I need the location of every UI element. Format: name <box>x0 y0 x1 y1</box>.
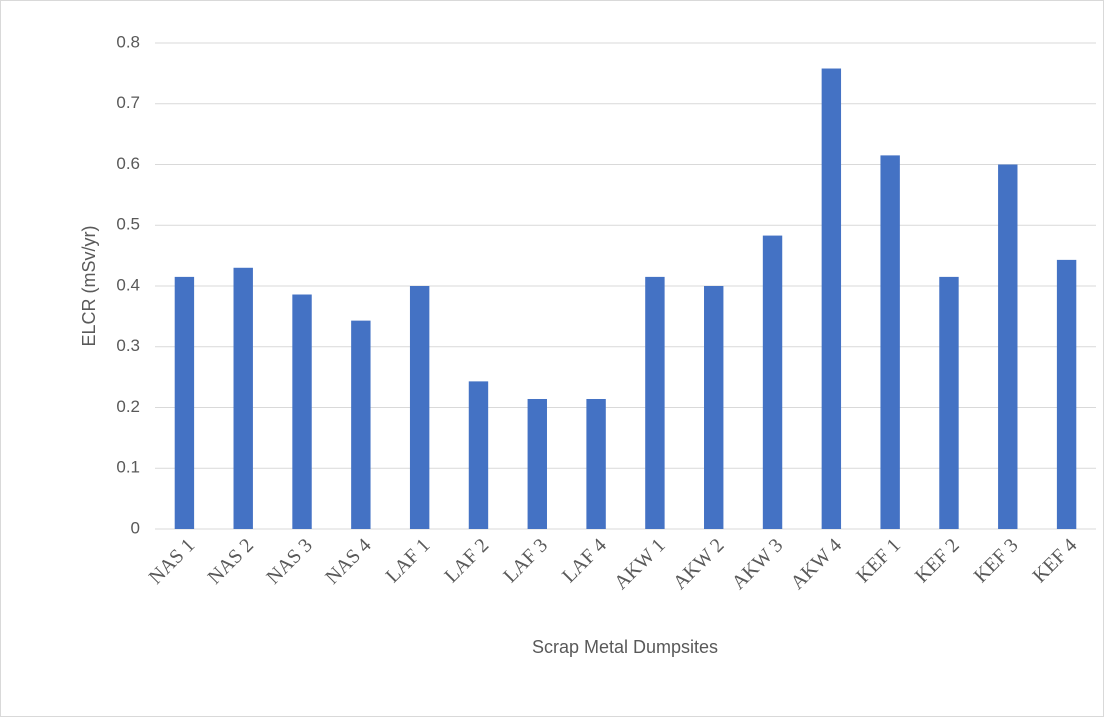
bar <box>880 155 900 529</box>
y-axis-title: ELCR (mSv/yr) <box>79 226 99 347</box>
bar <box>762 235 783 529</box>
y-tick-label: 0.8 <box>116 32 140 51</box>
bar <box>292 294 312 529</box>
bar <box>233 267 253 529</box>
y-tick-label: 0.7 <box>116 93 140 112</box>
y-tick-label: 0 <box>131 518 140 537</box>
bar <box>704 286 724 529</box>
y-tick-label: 0.3 <box>116 336 140 355</box>
bar <box>174 276 195 529</box>
bar <box>409 286 430 529</box>
y-tick-label: 0.4 <box>116 275 140 294</box>
bar <box>527 398 547 529</box>
bar <box>586 398 606 529</box>
bar <box>1056 259 1077 529</box>
y-tick-label: 0.1 <box>116 458 140 477</box>
y-tick-label: 0.2 <box>116 397 140 416</box>
bar <box>351 320 371 529</box>
y-tick-label: 0.5 <box>116 215 140 234</box>
x-axis-title: Scrap Metal Dumpsites <box>532 637 718 657</box>
bar <box>998 164 1018 529</box>
bar <box>468 381 489 529</box>
bar <box>645 276 665 529</box>
y-tick-label: 0.6 <box>116 154 140 173</box>
bar <box>939 276 959 529</box>
bar <box>821 68 842 529</box>
